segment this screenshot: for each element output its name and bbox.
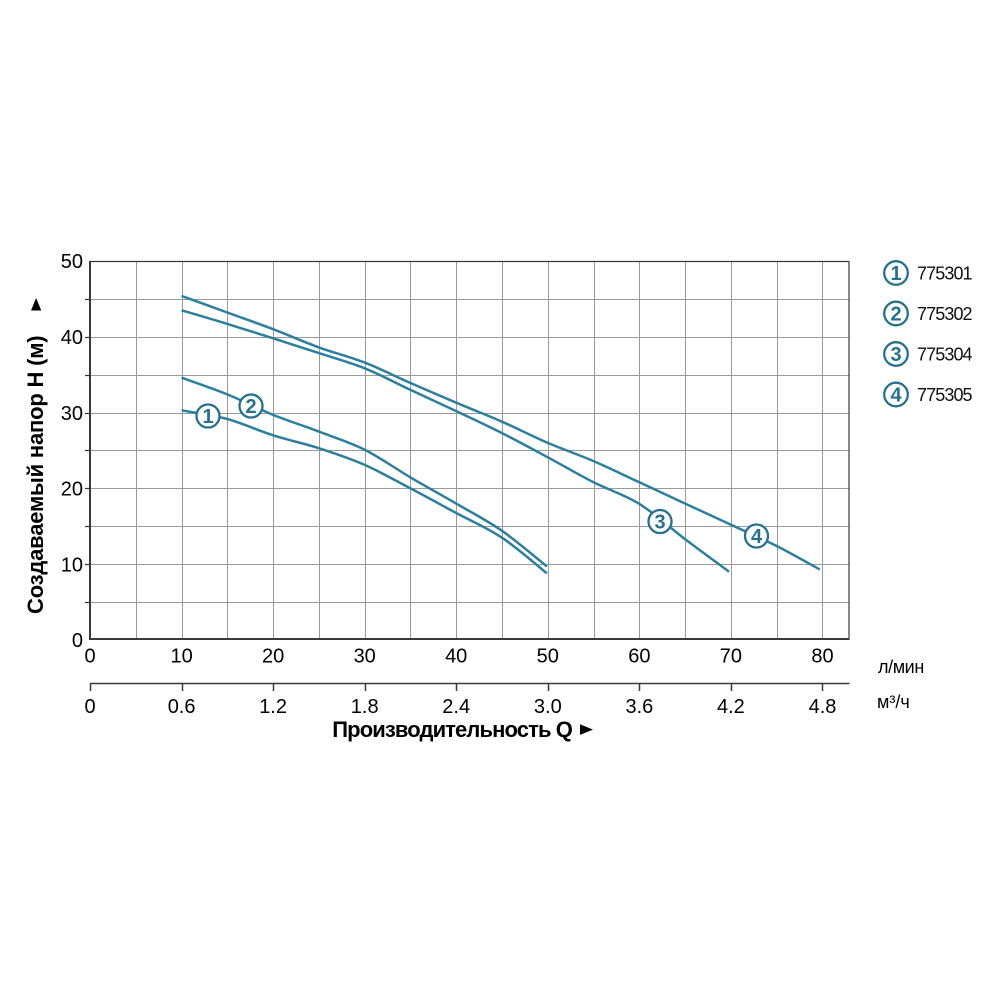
svg-text:2: 2 <box>245 396 256 418</box>
svg-text:0: 0 <box>84 646 95 668</box>
svg-text:30: 30 <box>354 646 376 668</box>
svg-text:0: 0 <box>72 630 83 652</box>
svg-text:м³/ч: м³/ч <box>877 692 910 712</box>
svg-text:3: 3 <box>890 344 901 366</box>
svg-text:40: 40 <box>445 646 467 668</box>
svg-text:775304: 775304 <box>917 345 973 365</box>
svg-text:4.8: 4.8 <box>809 696 837 718</box>
svg-text:50: 50 <box>61 251 83 273</box>
svg-text:л/мин: л/мин <box>878 657 924 677</box>
svg-text:775305: 775305 <box>917 385 973 405</box>
svg-text:1: 1 <box>890 263 901 285</box>
svg-text:1.2: 1.2 <box>259 696 287 718</box>
svg-text:3.0: 3.0 <box>534 696 562 718</box>
svg-text:1: 1 <box>202 406 213 428</box>
svg-text:1.8: 1.8 <box>351 696 379 718</box>
svg-text:3: 3 <box>654 512 665 534</box>
svg-text:20: 20 <box>262 646 284 668</box>
svg-text:4.2: 4.2 <box>717 696 745 718</box>
svg-text:2.4: 2.4 <box>442 696 470 718</box>
svg-text:30: 30 <box>61 403 83 425</box>
svg-text:3.6: 3.6 <box>625 696 653 718</box>
svg-text:0.6: 0.6 <box>168 696 196 718</box>
svg-text:4: 4 <box>751 526 763 548</box>
svg-text:80: 80 <box>811 646 833 668</box>
svg-text:40: 40 <box>61 327 83 349</box>
svg-text:775301: 775301 <box>917 264 973 284</box>
svg-text:70: 70 <box>720 646 742 668</box>
svg-text:775302: 775302 <box>917 304 973 324</box>
svg-text:10: 10 <box>61 554 83 576</box>
svg-text:Производительность Q: Производительность Q <box>332 717 573 742</box>
svg-text:2: 2 <box>890 304 901 326</box>
svg-text:20: 20 <box>61 479 83 501</box>
svg-text:50: 50 <box>537 646 559 668</box>
svg-text:4: 4 <box>890 385 902 407</box>
svg-text:Создаваемый напор Н (м): Создаваемый напор Н (м) <box>23 336 48 614</box>
svg-text:60: 60 <box>628 646 650 668</box>
svg-text:0: 0 <box>84 696 95 718</box>
svg-text:10: 10 <box>170 646 192 668</box>
